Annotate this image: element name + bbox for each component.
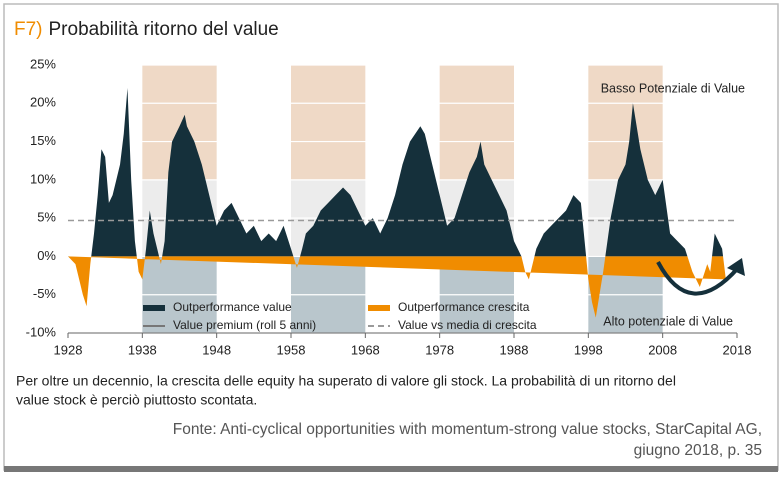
- legend-swatch: [368, 305, 390, 311]
- area-negative: [68, 256, 726, 318]
- y-tick-label: 0%: [37, 248, 56, 263]
- y-tick-label: 20%: [30, 95, 56, 110]
- x-tick-label: 2018: [723, 342, 752, 357]
- x-tick-label: 1998: [574, 342, 603, 357]
- x-tick-label: 2008: [648, 342, 677, 357]
- x-tick-label: 1978: [425, 342, 454, 357]
- annotation: Basso Potenziale di Value: [601, 81, 745, 95]
- annotation: Alto potenziale di Value: [603, 314, 733, 328]
- source-line: Fonte: Anti-cyclical opportunities with …: [173, 421, 762, 438]
- plot: -10% -5% 0% 5% 10% 15% 20% 25% 1928 1938 1948 1958 1…: [26, 56, 752, 357]
- shade-upper: [291, 65, 366, 180]
- chart-title: F7) Probabilità ritorno del value: [14, 19, 279, 40]
- x-tick-label: 1938: [128, 342, 157, 357]
- arrow: [656, 261, 740, 296]
- caption-line: value stock è perciò piuttosto scontata.: [16, 392, 257, 408]
- arrow-head: [727, 258, 745, 276]
- legend-swatch: [143, 305, 165, 311]
- title-prefix: F7): [14, 19, 43, 40]
- y-tick-label: -10%: [26, 324, 57, 339]
- shade-upper: [588, 65, 663, 180]
- x-tick-label: 1928: [54, 342, 83, 357]
- legend-label: Outperformance crescita: [398, 300, 530, 314]
- legend-label: Outperformance value: [173, 300, 292, 314]
- title-text: Probabilità ritorno del value: [49, 19, 279, 40]
- legend-label: Value premium (roll 5 anni): [173, 318, 316, 332]
- x-tick-label: 1958: [277, 342, 306, 357]
- caption-line: Per oltre un decennio, la crescita delle…: [16, 373, 676, 389]
- x-tick-label: 1988: [500, 342, 529, 357]
- frame-bottom: [4, 466, 778, 472]
- source-line: giugno 2018, p. 35: [634, 442, 762, 459]
- x-tick-label: 1948: [202, 342, 231, 357]
- y-tick-label: -5%: [33, 286, 57, 301]
- y-tick-label: 5%: [37, 210, 56, 225]
- y-tick-label: 15%: [30, 133, 56, 148]
- y-tick-label: 25%: [30, 56, 56, 71]
- x-tick-label: 1968: [351, 342, 380, 357]
- legend-label: Value vs media di crescita: [398, 318, 537, 332]
- area-positive: [91, 87, 724, 257]
- y-tick-label: 10%: [30, 171, 56, 186]
